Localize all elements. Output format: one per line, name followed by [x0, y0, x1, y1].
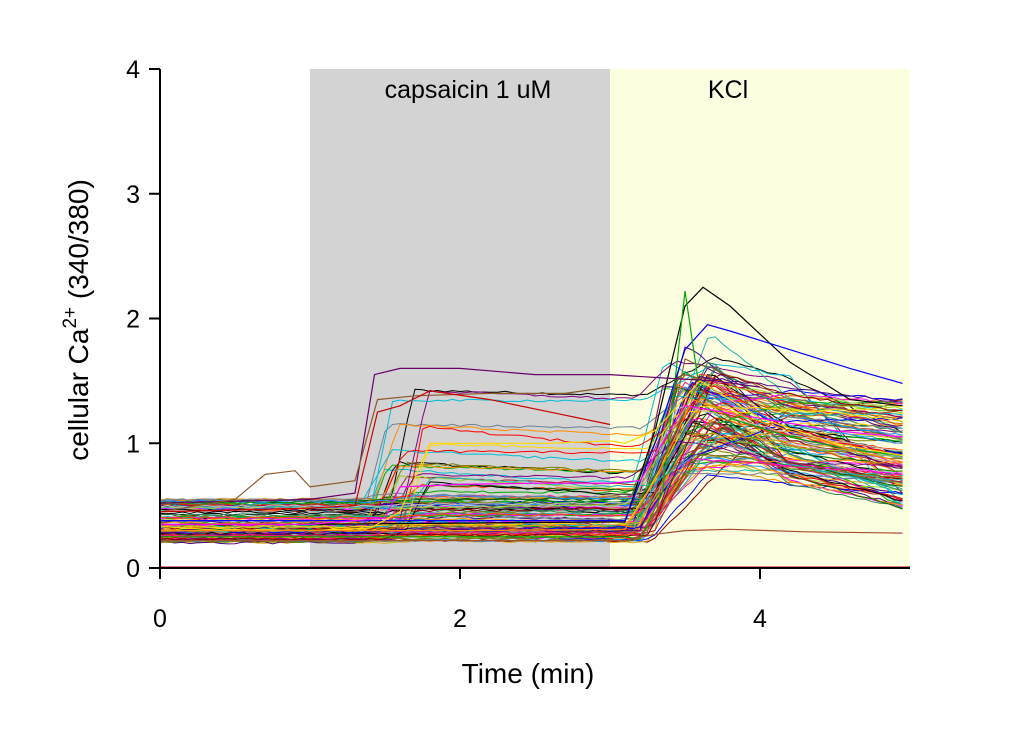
- y-tick-label: 1: [126, 430, 140, 458]
- y-tick-label: 3: [126, 181, 140, 209]
- trace-line: [160, 528, 903, 542]
- trace-line: [159, 459, 903, 538]
- trace-line: [160, 291, 903, 540]
- x-tick-label: 0: [153, 605, 167, 633]
- trace-line: [159, 373, 903, 542]
- trace-line: [159, 440, 903, 541]
- x-tick-label: 2: [453, 605, 467, 633]
- x-axis-title: Time (min): [462, 658, 595, 689]
- trace-line: [159, 460, 903, 505]
- y-axis-title: cellular Ca2+ (340/380): [60, 179, 94, 461]
- band-label-kcl: KCl: [708, 76, 748, 104]
- trace-line: [159, 421, 903, 537]
- trace-line: [159, 437, 903, 509]
- y-tick-label: 2: [126, 306, 140, 334]
- chart-labels: Time (min) cellular Ca2+ (340/380) capsaic…: [60, 76, 748, 689]
- trace-lines: [159, 286, 910, 569]
- trace-line: [160, 380, 903, 532]
- trace-line: [159, 390, 611, 513]
- trace-line: [160, 405, 903, 525]
- trace-line: [159, 386, 611, 513]
- trace-line: [159, 417, 903, 520]
- trace-line: [160, 398, 903, 532]
- trace-line: [159, 458, 903, 521]
- x-tick-label: 4: [753, 605, 767, 633]
- trace-line: [159, 400, 903, 520]
- y-tick-label: 0: [126, 555, 140, 583]
- trace-line: [159, 419, 903, 515]
- trace-line: [159, 433, 903, 529]
- trace-line: [160, 286, 903, 525]
- trace-line: [160, 324, 903, 522]
- band-label-capsaicin: capsaicin 1 uM: [385, 76, 552, 104]
- trace-line: [159, 405, 903, 508]
- y-tick-label: 4: [126, 56, 140, 84]
- trace-line: [159, 374, 903, 512]
- trace-line: [159, 386, 903, 524]
- trace-line: [159, 367, 761, 504]
- axes: 0 1 2 3 4 0 2 4: [126, 56, 910, 633]
